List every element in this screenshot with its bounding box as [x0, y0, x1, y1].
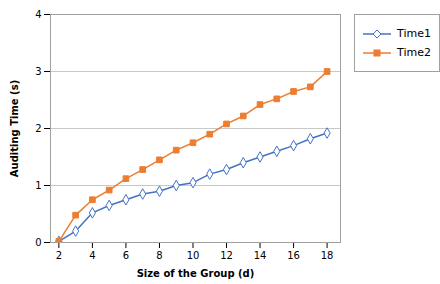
- svg-text:Size of the Group (d): Size of the Group (d): [137, 268, 255, 279]
- html-text:Time1: Time1: [397, 27, 431, 40]
- svg-text:2: 2: [35, 123, 41, 134]
- svg-text:18: 18: [321, 250, 334, 261]
- svg-text:6: 6: [123, 250, 129, 261]
- svg-text:14: 14: [254, 250, 267, 261]
- svg-text:1: 1: [35, 180, 41, 191]
- svg-text:12: 12: [220, 250, 233, 261]
- svg-text:Auditing Time (s): Auditing Time (s): [9, 80, 20, 177]
- svg-text:3: 3: [35, 66, 41, 77]
- html-text:Time2: Time2: [397, 46, 431, 59]
- svg-text:0: 0: [35, 237, 41, 248]
- svg-text:2: 2: [56, 250, 62, 261]
- svg-text:8: 8: [156, 250, 162, 261]
- svg-text:4: 4: [89, 250, 95, 261]
- svg-text:16: 16: [287, 250, 300, 261]
- svg-text:4: 4: [35, 9, 41, 20]
- svg-text:10: 10: [187, 250, 200, 261]
